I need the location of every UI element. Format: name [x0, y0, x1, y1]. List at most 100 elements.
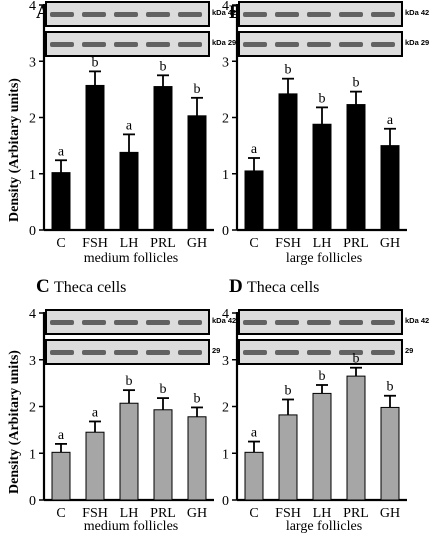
y-tick-label: 0: [222, 224, 229, 239]
significance-label: a: [126, 118, 133, 133]
bar: [278, 414, 298, 501]
blot-band: [339, 12, 363, 17]
blot-kda-label: kDa 29: [212, 38, 236, 47]
significance-label: b: [353, 76, 360, 91]
blot-band: [307, 42, 331, 47]
blot-kda-label: kDa 42: [405, 316, 429, 325]
blot-band: [178, 320, 202, 325]
x-axis-label: large follicles: [286, 251, 362, 266]
blot-band: [275, 320, 299, 325]
blot-band: [243, 350, 267, 355]
blot-band: [371, 320, 395, 325]
y-tick-label: 4: [222, 307, 229, 322]
significance-label: b: [319, 369, 326, 384]
blot-band: [178, 42, 202, 47]
bar: [85, 84, 105, 231]
bar: [51, 172, 71, 231]
bar: [312, 392, 332, 501]
y-tick-label: 0: [29, 494, 36, 509]
bar: [85, 431, 105, 501]
significance-label: b: [160, 59, 167, 74]
blot-band: [243, 12, 267, 17]
y-tick-label: 4: [29, 307, 36, 322]
significance-label: a: [92, 405, 99, 420]
category-label: LH: [313, 506, 332, 521]
y-tick-label: 1: [222, 168, 229, 183]
blot-band: [114, 12, 138, 17]
y-tick-label: 4: [222, 0, 229, 14]
blot-kda-label: kDa 42: [212, 316, 236, 325]
y-tick-label: 2: [29, 401, 36, 416]
significance-label: a: [251, 426, 258, 441]
y-axis-label-bottom: Density (Arbitary units): [7, 350, 22, 494]
x-axis-label: medium follicles: [84, 519, 178, 534]
y-tick-label: 2: [222, 401, 229, 416]
blot-band: [243, 320, 267, 325]
significance-label: b: [319, 91, 326, 106]
blot-band: [114, 42, 138, 47]
significance-label: b: [194, 391, 201, 406]
category-label: LH: [120, 506, 139, 521]
blot-band: [339, 320, 363, 325]
category-label: LH: [313, 236, 332, 251]
bar: [244, 451, 264, 501]
significance-label: a: [387, 113, 394, 128]
y-tick-label: 1: [222, 447, 229, 462]
blot-band: [178, 350, 202, 355]
y-tick-label: 1: [29, 168, 36, 183]
y-tick-label: 2: [222, 112, 229, 127]
significance-label: a: [251, 142, 258, 157]
blot-band: [275, 12, 299, 17]
significance-label: b: [285, 63, 292, 78]
y-tick-label: 3: [29, 354, 36, 369]
blot-band: [339, 42, 363, 47]
blot-band: [307, 12, 331, 17]
blot-band: [146, 350, 170, 355]
x-axis-label: large follicles: [286, 519, 362, 534]
blot-band: [275, 350, 299, 355]
bar: [244, 170, 264, 231]
y-tick-label: 4: [29, 0, 36, 14]
blot-band: [178, 12, 202, 17]
blot-kda-label: 29: [212, 346, 220, 355]
category-label: FSH: [82, 236, 108, 251]
bar: [346, 104, 366, 231]
x-axis-label: medium follicles: [84, 251, 178, 266]
significance-label: b: [126, 374, 133, 389]
significance-label: a: [58, 428, 65, 443]
blot-band: [114, 350, 138, 355]
blot-band: [82, 350, 106, 355]
category-label: GH: [380, 506, 400, 521]
category-label: PRL: [150, 506, 176, 521]
significance-label: b: [285, 383, 292, 398]
bar: [346, 375, 366, 501]
panel-title: Theca cells: [54, 279, 126, 296]
blot-band: [146, 42, 170, 47]
category-label: FSH: [275, 236, 301, 251]
significance-label: b: [160, 382, 167, 397]
panel-d: D Theca cells 0 1 2 3 4 kDa 42 29 a Cb FSH b LH b PRL b G…: [222, 276, 429, 534]
blot-kda-label: kDa 42: [405, 8, 429, 17]
category-label: PRL: [343, 506, 369, 521]
bar: [153, 409, 173, 501]
blot-band: [146, 320, 170, 325]
panel-letter: D: [229, 276, 243, 297]
blot-band: [371, 12, 395, 17]
category-label: GH: [380, 236, 400, 251]
category-label: C: [249, 236, 258, 251]
y-tick-label: 0: [29, 224, 36, 239]
y-tick-label: 3: [222, 354, 229, 369]
bar: [119, 402, 139, 501]
blot-band: [275, 42, 299, 47]
bar: [153, 86, 173, 231]
significance-label: b: [353, 352, 360, 367]
bar: [119, 151, 139, 231]
category-label: C: [56, 236, 65, 251]
blot-kda-label: kDa 42: [212, 8, 236, 17]
significance-label: a: [58, 144, 65, 159]
y-axis-label-top: Density (Arbitary units): [7, 78, 22, 222]
significance-label: b: [387, 380, 394, 395]
